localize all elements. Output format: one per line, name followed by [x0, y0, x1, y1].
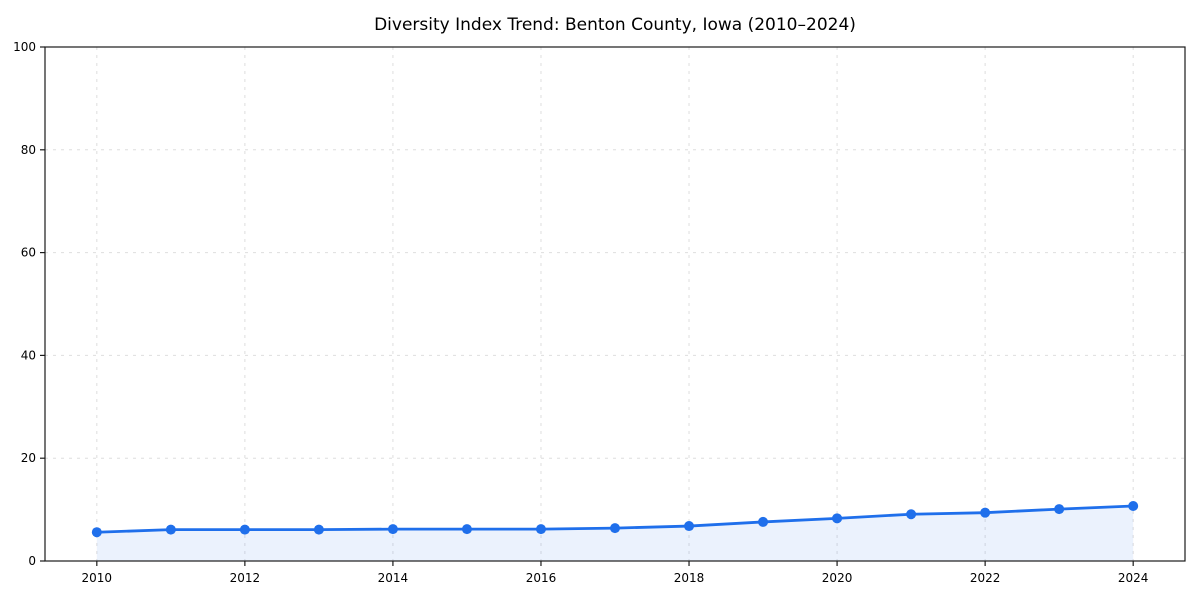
data-point-marker — [313, 524, 324, 535]
x-tick-label: 2022 — [970, 571, 1001, 585]
y-tick-label: 60 — [21, 246, 36, 260]
data-point-marker — [758, 516, 769, 527]
x-tick-label: 2016 — [526, 571, 557, 585]
data-point-marker — [832, 513, 843, 524]
data-point-marker — [387, 524, 398, 535]
data-point-marker — [91, 527, 102, 538]
data-point-marker — [1128, 501, 1139, 512]
y-tick-label: 0 — [28, 554, 36, 568]
label-layer: 2010 2012 2014 2016 2018 2020 2022 2024 0 20 40 60 8… — [13, 40, 1148, 585]
axes-layer — [40, 46, 1186, 566]
x-tick-label: 2010 — [82, 571, 113, 585]
data-point-marker — [165, 524, 176, 535]
data-point-marker — [1054, 504, 1065, 515]
y-tick-label: 80 — [21, 143, 36, 157]
chart-title: Diversity Index Trend: Benton County, Io… — [374, 15, 856, 35]
grid-layer — [45, 47, 1185, 561]
x-tick-label: 2014 — [378, 571, 409, 585]
y-tick-label: 100 — [13, 40, 36, 54]
data-point-marker — [906, 509, 917, 520]
axes-spines — [44, 46, 1186, 562]
x-tick-label: 2012 — [230, 571, 261, 585]
data-point-marker — [239, 524, 250, 535]
area-fill — [96, 506, 1134, 561]
y-tick-label: 20 — [21, 451, 36, 465]
data-point-marker — [461, 524, 472, 535]
y-tick-label: 40 — [21, 348, 36, 362]
x-tick-label: 2018 — [674, 571, 705, 585]
data-point-marker — [610, 523, 620, 534]
x-tick-label: 2020 — [822, 571, 853, 585]
data-point-marker — [980, 507, 991, 518]
data-point-marker — [684, 521, 695, 532]
x-tick-label: 2024 — [1118, 571, 1149, 585]
data-point-marker — [535, 524, 546, 535]
series-layer — [91, 501, 1139, 561]
